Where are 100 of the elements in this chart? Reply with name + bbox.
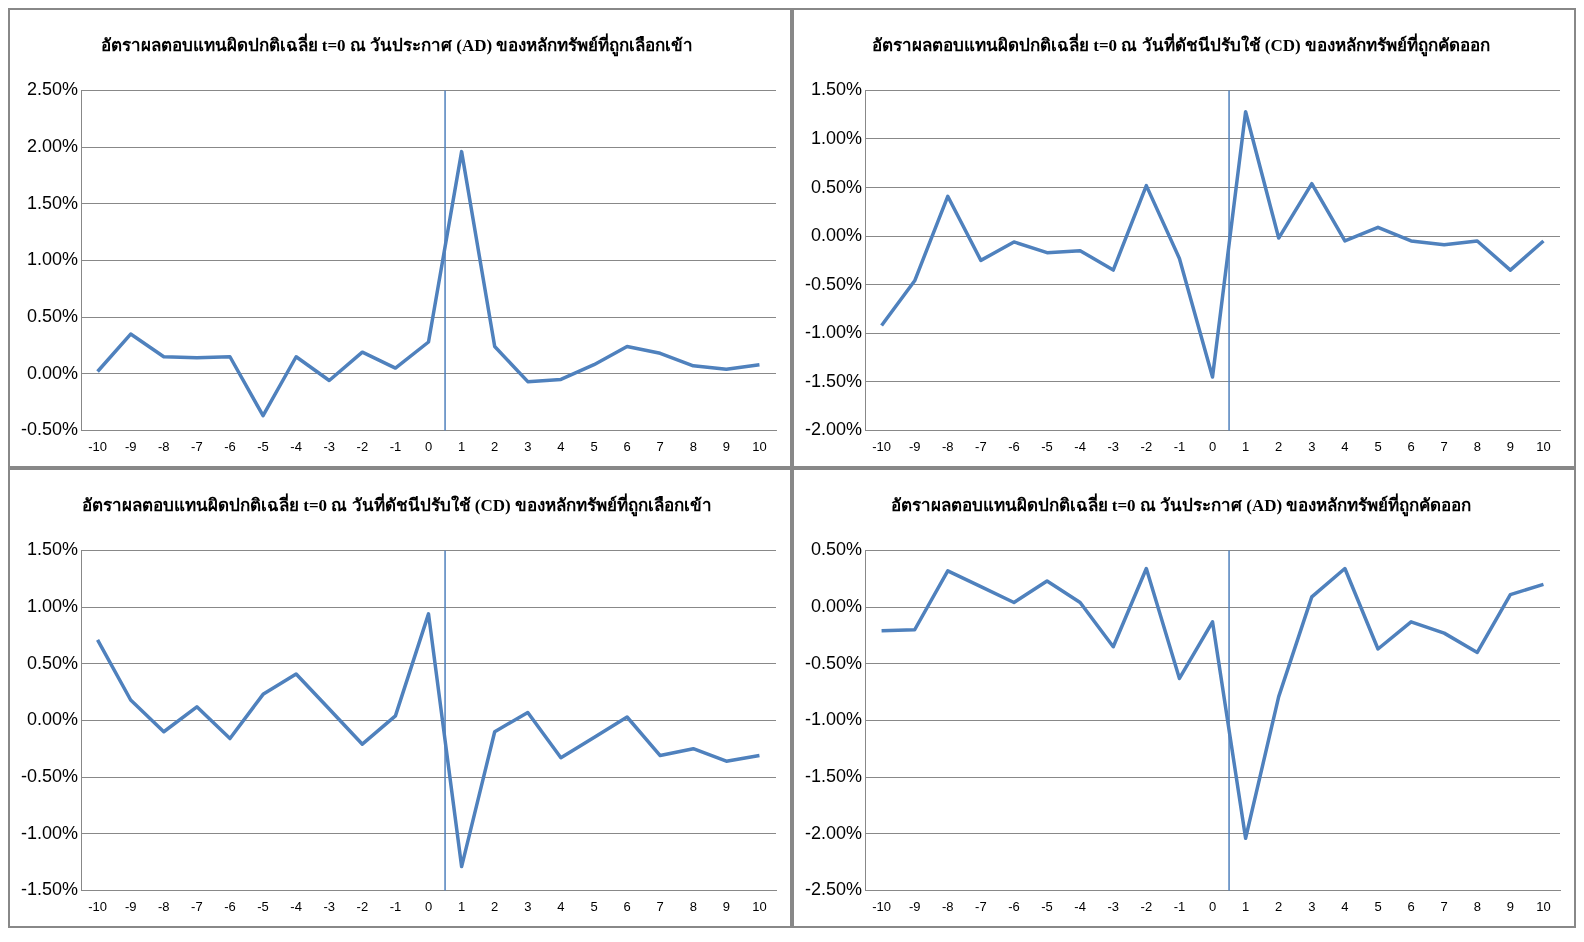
y-tick-label: 0.50% [810, 539, 863, 560]
x-tick-label: 9 [1506, 438, 1514, 454]
x-tick-label: 3 [1308, 898, 1316, 914]
x-tick-label: 7 [1440, 438, 1448, 454]
y-tick-label: -0.50% [20, 419, 79, 440]
x-tick-label: -1 [1173, 438, 1186, 454]
y-tick-label: 2.00% [26, 136, 79, 157]
x-tick-label: 1 [457, 438, 466, 454]
y-tick-label: 1.50% [26, 539, 79, 560]
x-tick-label: -6 [224, 898, 236, 914]
x-tick-label: -4 [290, 898, 302, 914]
x-tick-label: -8 [941, 898, 954, 914]
x-tick-label: 7 [1440, 898, 1448, 914]
x-tick-label: -9 [124, 898, 137, 914]
x-tick-label: 4 [557, 438, 565, 454]
x-tick-label: 10 [1536, 898, 1551, 914]
x-tick-label: 10 [752, 438, 767, 454]
y-tick-label: 0.50% [26, 652, 79, 673]
x-tick-label: 5 [590, 898, 598, 914]
x-tick-label: -9 [124, 438, 137, 454]
x-tick-label: -5 [257, 438, 269, 454]
x-tick-label: -7 [975, 898, 987, 914]
y-tick-label: 1.50% [26, 192, 79, 213]
x-tick-label: -6 [224, 438, 236, 454]
x-tick-label: -6 [1008, 898, 1020, 914]
x-tick-label: 9 [1506, 898, 1514, 914]
x-tick-label: 8 [689, 898, 697, 914]
x-tick-label: -4 [1074, 898, 1086, 914]
x-tick-label: -7 [191, 898, 203, 914]
x-tick-label: -10 [88, 438, 107, 454]
x-tick-label: 2 [1275, 438, 1283, 454]
x-tick-label: -3 [1107, 438, 1120, 454]
x-tick-label: 10 [752, 898, 767, 914]
x-tick-label: -10 [872, 898, 891, 914]
x-tick-label: 2 [1275, 898, 1283, 914]
chart-title: อัตราผลตอบแทนผิดปกติเฉลี่ย t=0 ณ วันประกาศ (AD) ของหลักทรัพย์ที่ถูกคัดออก [890, 492, 1472, 517]
x-tick-label: -7 [191, 438, 203, 454]
y-tick-label: -0.50% [804, 273, 863, 294]
x-tick-label: -6 [1008, 438, 1020, 454]
y-tick-label: -0.50% [804, 652, 863, 673]
x-tick-label: 8 [1473, 898, 1481, 914]
x-tick-label: 0 [1208, 438, 1217, 454]
x-tick-label: -9 [908, 898, 921, 914]
x-tick-label: 0 [424, 898, 433, 914]
y-tick-label: -1.00% [20, 822, 79, 843]
y-tick-label: 1.00% [810, 127, 863, 148]
x-tick-label: 1 [457, 898, 466, 914]
x-tick-label: -1 [389, 438, 402, 454]
x-tick-label: 3 [524, 898, 532, 914]
x-tick-label: 3 [524, 438, 532, 454]
x-tick-label: 1 [1241, 438, 1250, 454]
x-tick-label: -5 [1041, 438, 1053, 454]
x-tick-label: 7 [656, 438, 664, 454]
x-tick-label: 3 [1308, 438, 1316, 454]
x-tick-label: 8 [1473, 438, 1481, 454]
y-tick-label: -1.50% [804, 370, 863, 391]
x-tick-label: 7 [656, 898, 664, 914]
x-tick-label: -2 [356, 438, 369, 454]
y-tick-label: 1.00% [26, 596, 79, 617]
x-tick-label: -8 [157, 898, 170, 914]
y-tick-label: 0.50% [26, 306, 79, 327]
x-tick-label: 4 [1341, 898, 1349, 914]
y-tick-label: -1.50% [20, 879, 79, 900]
chart-title: อัตราผลตอบแทนผิดปกติเฉลี่ย t=0 ณ วันที่ดัชนีปรับใช้ (CD) ของหลักทรัพย์ที่ถูกคัดออก [872, 32, 1490, 57]
x-tick-label: -10 [872, 438, 891, 454]
x-tick-label: -1 [389, 898, 402, 914]
x-tick-label: 9 [722, 898, 730, 914]
y-tick-label: -1.00% [804, 322, 863, 343]
x-tick-label: 4 [557, 898, 565, 914]
x-tick-label: 6 [623, 898, 631, 914]
x-tick-label: -2 [1140, 898, 1153, 914]
x-tick-label: -3 [323, 438, 336, 454]
x-tick-label: 2 [491, 438, 499, 454]
x-tick-label: 5 [1374, 898, 1382, 914]
y-tick-label: 0.00% [810, 596, 863, 617]
x-tick-label: 6 [1407, 898, 1415, 914]
chart-title: อัตราผลตอบแทนผิดปกติเฉลี่ย t=0 ณ วันที่ดัชนีปรับใช้ (CD) ของหลักทรัพย์ที่ถูกเลือกเข้า [82, 492, 712, 517]
x-tick-label: -3 [323, 898, 336, 914]
x-tick-label: 9 [722, 438, 730, 454]
x-tick-label: -5 [257, 898, 269, 914]
y-tick-label: 1.50% [810, 79, 863, 100]
x-tick-label: -2 [356, 898, 369, 914]
x-tick-label: 8 [689, 438, 697, 454]
x-tick-label: 10 [1536, 438, 1551, 454]
x-tick-label: -5 [1041, 898, 1053, 914]
x-tick-label: -9 [908, 438, 921, 454]
y-tick-label: 0.00% [26, 709, 79, 730]
x-tick-label: 4 [1341, 438, 1349, 454]
x-tick-label: -8 [157, 438, 170, 454]
y-tick-label: -1.00% [804, 709, 863, 730]
x-tick-label: 0 [424, 438, 433, 454]
x-tick-label: 5 [590, 438, 598, 454]
x-tick-label: 5 [1374, 438, 1382, 454]
y-tick-label: -0.50% [20, 766, 79, 787]
chart-title: อัตราผลตอบแทนผิดปกติเฉลี่ย t=0 ณ วันประกาศ (AD) ของหลักทรัพย์ที่ถูกเลือกเข้า [100, 32, 694, 57]
x-tick-label: 1 [1241, 898, 1250, 914]
x-tick-label: -8 [941, 438, 954, 454]
y-tick-label: 0.00% [26, 362, 79, 383]
x-tick-label: -2 [1140, 438, 1153, 454]
y-tick-label: 0.50% [810, 176, 863, 197]
